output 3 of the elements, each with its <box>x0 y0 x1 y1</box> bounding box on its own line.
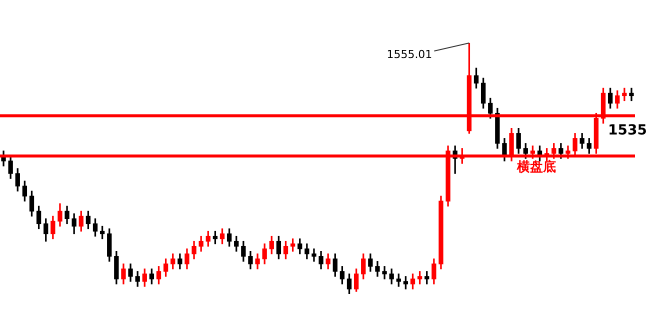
ref-line-label: 横盘底 <box>516 158 556 175</box>
annotation: 1535 <box>608 122 647 138</box>
annotation: 1555.01 <box>386 48 432 61</box>
